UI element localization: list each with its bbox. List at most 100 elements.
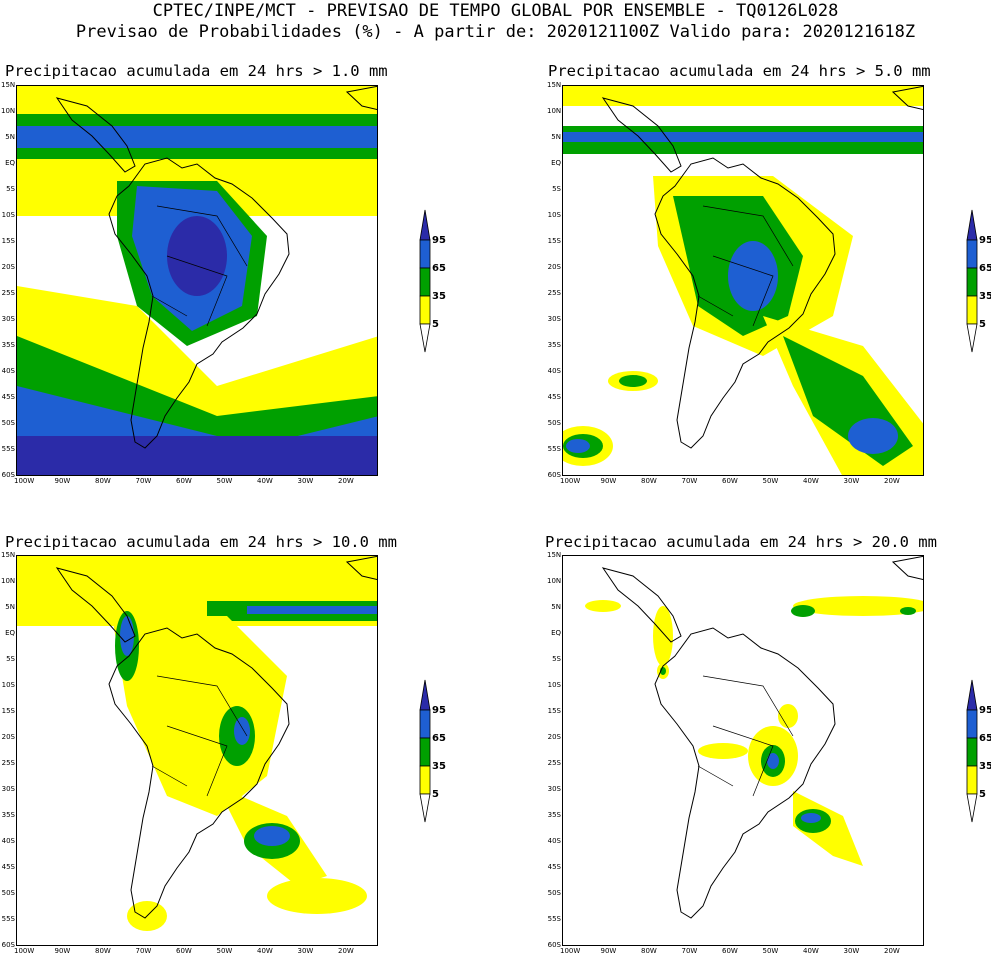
lat-tick-label: 55S bbox=[1, 444, 15, 453]
lat-tick-label: 15N bbox=[1, 81, 16, 89]
colorbar-label: 65 bbox=[432, 733, 446, 744]
lat-tick-label: 35S bbox=[547, 810, 561, 819]
colorbar-swatch-35 bbox=[966, 737, 978, 767]
precip-area-c95 bbox=[17, 436, 377, 475]
precip-area-c5 bbox=[653, 606, 673, 666]
country-borders bbox=[151, 205, 248, 327]
colorbar-label: 65 bbox=[979, 733, 991, 744]
colorbar-label: 5 bbox=[432, 319, 439, 330]
colorbar-swatch-95 bbox=[419, 209, 431, 241]
lat-tick-label: 15N bbox=[547, 551, 562, 559]
lat-tick-label: 60S bbox=[547, 470, 561, 479]
central-america-outline bbox=[601, 97, 682, 173]
colorbar-graphic-4 bbox=[966, 679, 978, 823]
colorbar-swatch-95 bbox=[966, 209, 978, 241]
lat-tick-label: 10N bbox=[1, 576, 16, 585]
colorbar-label: 95 bbox=[979, 235, 991, 246]
panel-4-title: Precipitacao acumulada em 24 hrs > 20.0 … bbox=[545, 533, 937, 551]
south-america-outline bbox=[108, 627, 290, 919]
precip-area-c65 bbox=[848, 418, 898, 454]
colorbar-label: 65 bbox=[979, 263, 991, 274]
lat-tick-label: EQ bbox=[551, 628, 561, 637]
lat-tick-label: 60S bbox=[1, 470, 15, 479]
lat-tick-label: 25S bbox=[547, 758, 561, 767]
panel-1-title: Precipitacao acumulada em 24 hrs > 1.0 m… bbox=[5, 62, 388, 80]
lon-tick-label: 90W bbox=[600, 947, 617, 955]
lon-tick-label: 90W bbox=[600, 477, 617, 485]
lat-tick-label: 40S bbox=[547, 836, 561, 845]
country-borders bbox=[151, 675, 248, 797]
colorbar-graphic-2 bbox=[966, 209, 978, 353]
colorbar-swatch-5 bbox=[966, 295, 978, 325]
south-america-outline bbox=[108, 157, 290, 449]
lat-tick-label: 5N bbox=[551, 602, 561, 611]
colorbar-label: 95 bbox=[432, 705, 446, 716]
south-america-outline bbox=[654, 627, 836, 919]
lon-tick-label: 50W bbox=[762, 477, 779, 485]
colorbar-label: 5 bbox=[979, 789, 986, 800]
lat-tick-label: 10S bbox=[547, 680, 561, 689]
lon-tick-label: 40W bbox=[803, 947, 819, 955]
central-america-outline bbox=[601, 567, 682, 643]
lat-tick-label: 10N bbox=[1, 106, 16, 115]
lat-tick-label: 60S bbox=[1, 940, 15, 949]
lat-tick-label: 20S bbox=[547, 262, 561, 271]
precip-area-c65 bbox=[801, 813, 821, 823]
lat-tick-label: 50S bbox=[547, 888, 561, 897]
africa-outline bbox=[345, 86, 377, 111]
colorbar-swatch-0 bbox=[419, 793, 431, 823]
lat-tick-label: 20S bbox=[1, 732, 15, 741]
lat-tick-label: 55S bbox=[1, 914, 15, 923]
lon-tick-label: 90W bbox=[54, 477, 71, 485]
africa-outline bbox=[345, 556, 377, 581]
colorbar-swatch-95 bbox=[419, 679, 431, 711]
colorbar-swatch-65 bbox=[419, 709, 431, 739]
lat-tick-label: 15N bbox=[1, 551, 16, 559]
lon-tick-label: 50W bbox=[762, 947, 779, 955]
colorbar-swatch-5 bbox=[419, 765, 431, 795]
lat-tick-label: 25S bbox=[1, 758, 15, 767]
lat-tick-label: 25S bbox=[1, 288, 15, 297]
lon-tick-label: 50W bbox=[216, 947, 233, 955]
lat-tick-label: 40S bbox=[547, 366, 561, 375]
lat-tick-label: 50S bbox=[1, 418, 15, 427]
panel-2-title: Precipitacao acumulada em 24 hrs > 5.0 m… bbox=[548, 62, 931, 80]
lat-tick-label: 50S bbox=[547, 418, 561, 427]
country-borders bbox=[697, 205, 794, 327]
lat-tick-label: 60S bbox=[547, 940, 561, 949]
colorbar-swatch-65 bbox=[966, 239, 978, 269]
lat-tick-label: 35S bbox=[1, 810, 15, 819]
precip-area-c65 bbox=[234, 717, 250, 745]
colorbar-swatch-5 bbox=[966, 765, 978, 795]
lon-tick-label: 40W bbox=[257, 477, 273, 485]
colorbar-label: 35 bbox=[432, 761, 446, 772]
lat-tick-label: 15S bbox=[1, 236, 15, 245]
colorbar-4: 95 65 35 5 bbox=[962, 678, 991, 828]
lat-tick-label: 40S bbox=[1, 836, 15, 845]
lon-tick-label: 60W bbox=[176, 477, 192, 485]
colorbar-1: 95 65 35 5 bbox=[415, 208, 455, 358]
lon-tick-label: 40W bbox=[803, 477, 819, 485]
precip-map-3 bbox=[17, 556, 377, 931]
lat-tick-label: 15S bbox=[1, 706, 15, 715]
lon-tick-label: 60W bbox=[722, 947, 738, 955]
central-america-outline bbox=[55, 567, 136, 643]
lon-tick-label: 30W bbox=[297, 947, 314, 955]
lat-tick-label: EQ bbox=[5, 158, 15, 167]
precip-area-c65 bbox=[728, 241, 778, 311]
colorbar-2: 95 65 35 5 bbox=[962, 208, 991, 358]
lat-tick-label: 30S bbox=[1, 314, 15, 323]
precip-area-c5 bbox=[267, 878, 367, 914]
colorbar-label: 35 bbox=[432, 291, 446, 302]
lon-tick-label: 70W bbox=[135, 477, 152, 485]
lat-tick-label: 15S bbox=[547, 706, 561, 715]
precip-area-c35 bbox=[900, 607, 916, 615]
colorbar-graphic-3 bbox=[419, 679, 431, 823]
lon-tick-label: 20W bbox=[884, 477, 900, 485]
precip-area-c35 bbox=[619, 375, 647, 387]
precip-map-1 bbox=[17, 86, 377, 475]
map-panel-3 bbox=[16, 555, 378, 946]
lat-tick-label: 30S bbox=[547, 314, 561, 323]
lon-tick-label: 60W bbox=[722, 477, 738, 485]
colorbar-graphic-1 bbox=[419, 209, 431, 353]
